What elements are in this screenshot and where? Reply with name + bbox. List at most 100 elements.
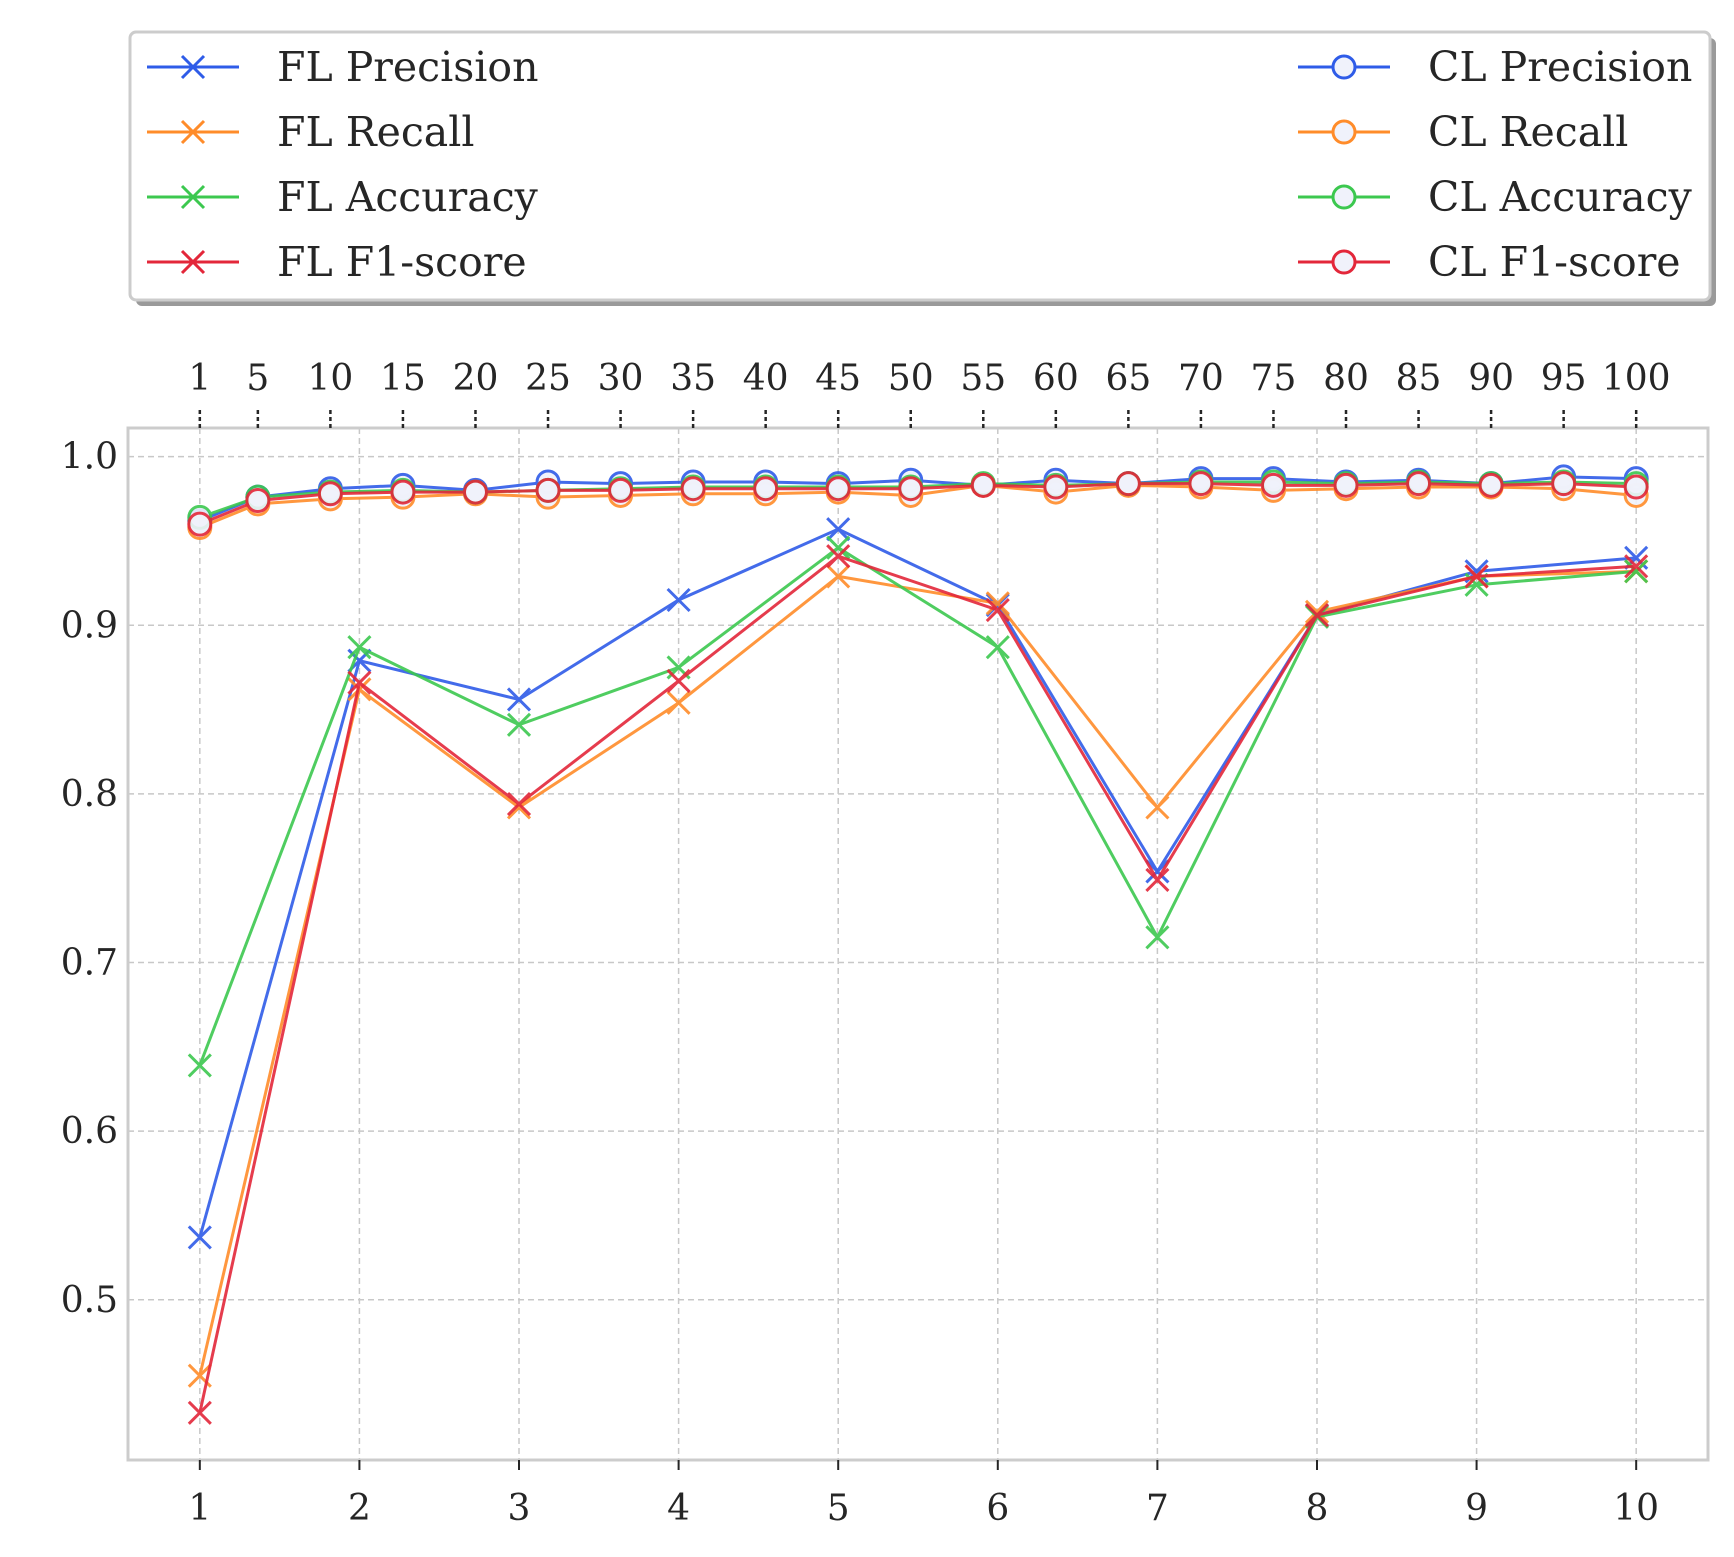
- series-fl-f1-score: [187, 544, 1649, 1425]
- legend-marker: [1331, 184, 1357, 210]
- x-bottom-tick-label: 6: [986, 1488, 1009, 1529]
- data-point-x-marker: [826, 535, 851, 560]
- data-point-circle-marker: [1623, 474, 1649, 500]
- x-top-tick-label: 85: [1396, 358, 1442, 399]
- legend-label: CL Accuracy: [1428, 173, 1693, 221]
- data-point-x-marker: [187, 1053, 212, 1078]
- data-point-circle-marker: [680, 476, 706, 502]
- data-point-x-marker: [1624, 559, 1649, 584]
- x-top-tick-label: 75: [1251, 358, 1297, 399]
- x-bottom-tick-label: 10: [1613, 1488, 1659, 1529]
- data-point-x-marker: [985, 591, 1010, 616]
- legend-marker: [1331, 119, 1357, 145]
- x-top-tick-label: 70: [1178, 358, 1224, 399]
- data-point-x-marker: [347, 635, 372, 660]
- y-tick-label: 0.6: [61, 1111, 118, 1152]
- data-point-x-marker: [666, 690, 691, 715]
- x-top-tick-label: 15: [380, 358, 426, 399]
- data-point-circle-marker: [753, 476, 779, 502]
- x-bottom-tick-label: 3: [508, 1488, 531, 1529]
- series-fl-accuracy: [187, 535, 1649, 1078]
- data-point-x-marker: [666, 587, 691, 613]
- x-top-tick-label: 35: [670, 358, 716, 399]
- data-point-x-marker: [826, 517, 851, 542]
- x-bottom-tick-label: 4: [667, 1488, 690, 1529]
- data-point-x-marker: [1304, 603, 1330, 628]
- series-layer: [187, 464, 1649, 1425]
- data-point-x-marker: [666, 668, 691, 694]
- data-point-circle-marker: [1260, 472, 1286, 498]
- data-point-circle-marker: [1188, 471, 1214, 497]
- legend-marker: [180, 249, 206, 275]
- data-point-x-marker: [826, 544, 851, 569]
- series-line: [198, 545, 1637, 1066]
- data-point-circle-marker: [898, 476, 924, 502]
- legend-label: CL Precision: [1428, 43, 1692, 91]
- legend-label: FL F1-score: [277, 238, 527, 286]
- legend-label: CL F1-score: [1428, 238, 1681, 286]
- legend-box: [128, 30, 1712, 302]
- legend-label: FL Accuracy: [277, 173, 539, 221]
- x-top-tick-label: 55: [960, 358, 1006, 399]
- data-point-circle-marker: [187, 511, 213, 537]
- data-point-x-marker: [985, 598, 1010, 623]
- data-point-x-marker: [826, 564, 851, 589]
- data-point-x-marker: [187, 1225, 212, 1250]
- x-top-tick-label: 25: [525, 358, 571, 399]
- x-bottom-tick-label: 1: [188, 1488, 211, 1529]
- x-top-tick-label: 80: [1323, 358, 1369, 399]
- legend-label: CL Recall: [1428, 108, 1628, 156]
- x-top-tick-label: 40: [743, 358, 789, 399]
- axes: 0.50.60.70.80.91.01 2 3 4 5 6 7 8 9 101 5 10 15 20 25 3…: [61, 358, 1671, 1529]
- data-point-circle-marker: [317, 481, 343, 507]
- x-bottom-tick-label: 9: [1465, 1488, 1488, 1529]
- data-point-x-marker: [1145, 795, 1170, 820]
- legend-entry-cl-recall: CL Recall: [1298, 108, 1628, 156]
- data-point-circle-marker: [535, 477, 561, 503]
- legend-label: FL Precision: [277, 43, 538, 91]
- data-point-circle-marker: [825, 476, 851, 502]
- x-bottom-tick-label: 5: [827, 1488, 850, 1529]
- data-point-circle-marker: [1551, 471, 1577, 497]
- legend-marker: [1331, 249, 1357, 275]
- legend: FL Precision FL Recall FL Accuracy FL F1-sc…: [128, 30, 1716, 306]
- y-tick-label: 1.0: [61, 437, 118, 478]
- data-point-x-marker: [506, 712, 532, 737]
- data-point-x-marker: [506, 791, 532, 817]
- data-point-circle-marker: [1406, 471, 1432, 497]
- grid-lines: [128, 428, 1708, 1460]
- x-top-tick-label: 10: [307, 358, 353, 399]
- x-bottom-tick-label: 2: [348, 1488, 371, 1529]
- data-point-circle-marker: [1043, 474, 1069, 500]
- series-line: [198, 569, 1637, 1377]
- data-point-circle-marker: [608, 477, 634, 503]
- x-top-tick-label: 100: [1602, 358, 1671, 399]
- legend-marker: [1331, 54, 1357, 80]
- y-tick-label: 0.7: [61, 943, 118, 984]
- series-fl-precision: [187, 517, 1649, 1250]
- data-point-circle-marker: [390, 479, 416, 505]
- x-top-tick-label: 50: [888, 358, 934, 399]
- series-fl-recall: [187, 559, 1649, 1388]
- y-tick-label: 0.9: [61, 605, 118, 646]
- data-point-x-marker: [1145, 859, 1170, 884]
- data-point-circle-marker: [1333, 472, 1359, 498]
- legend-marker: [180, 184, 206, 210]
- data-point-x-marker: [1145, 925, 1170, 950]
- x-top-tick-label: 90: [1468, 358, 1514, 399]
- x-top-tick-label: 1: [188, 358, 211, 399]
- x-top-tick-label: 95: [1541, 358, 1587, 399]
- legend-entry-fl-recall: FL Recall: [147, 108, 474, 156]
- legend-entry-fl-precision: FL Precision: [147, 43, 538, 91]
- x-bottom-tick-label: 7: [1146, 1488, 1169, 1529]
- x-top-tick-label: 65: [1105, 358, 1151, 399]
- data-point-x-marker: [985, 635, 1010, 660]
- data-point-circle-marker: [245, 488, 271, 514]
- legend-entry-fl-accuracy: FL Accuracy: [147, 173, 539, 221]
- data-point-circle-marker: [462, 479, 488, 505]
- legend-marker: [180, 54, 206, 80]
- data-point-circle-marker: [1478, 472, 1504, 498]
- data-point-x-marker: [506, 687, 532, 712]
- data-point-circle-marker: [970, 472, 996, 498]
